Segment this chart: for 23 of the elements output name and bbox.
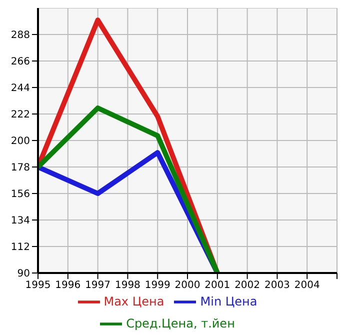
legend-label: Min Цена — [200, 294, 258, 308]
legend-label: Max Цена — [104, 294, 164, 308]
x-tick-label: 1999 — [144, 280, 170, 292]
y-tick-label: 90 — [17, 268, 30, 280]
x-tick-label: 2004 — [294, 280, 320, 292]
y-tick-label: 156 — [10, 189, 30, 200]
y-tick-label: 178 — [10, 162, 30, 174]
x-tick-label: 1998 — [114, 280, 140, 292]
x-tick-label: 1997 — [85, 280, 111, 292]
x-tick-label: 2003 — [264, 280, 290, 292]
x-tick-label: 1996 — [55, 280, 81, 292]
y-tick-label: 244 — [10, 83, 30, 94]
x-tick-label: 2002 — [234, 280, 260, 292]
x-tick-label: 2001 — [204, 280, 230, 292]
x-tick-label: 2000 — [174, 280, 200, 292]
y-tick-label: 112 — [10, 242, 30, 254]
legend-label: Сред.Цена, т.йен — [126, 316, 235, 330]
y-tick-label: 222 — [10, 110, 30, 121]
x-tick-label: 1995 — [25, 280, 51, 292]
y-tick-label: 288 — [10, 30, 30, 42]
y-tick-label: 266 — [10, 56, 30, 68]
y-tick-label: 134 — [10, 216, 30, 227]
y-tick-label: 200 — [10, 136, 30, 148]
